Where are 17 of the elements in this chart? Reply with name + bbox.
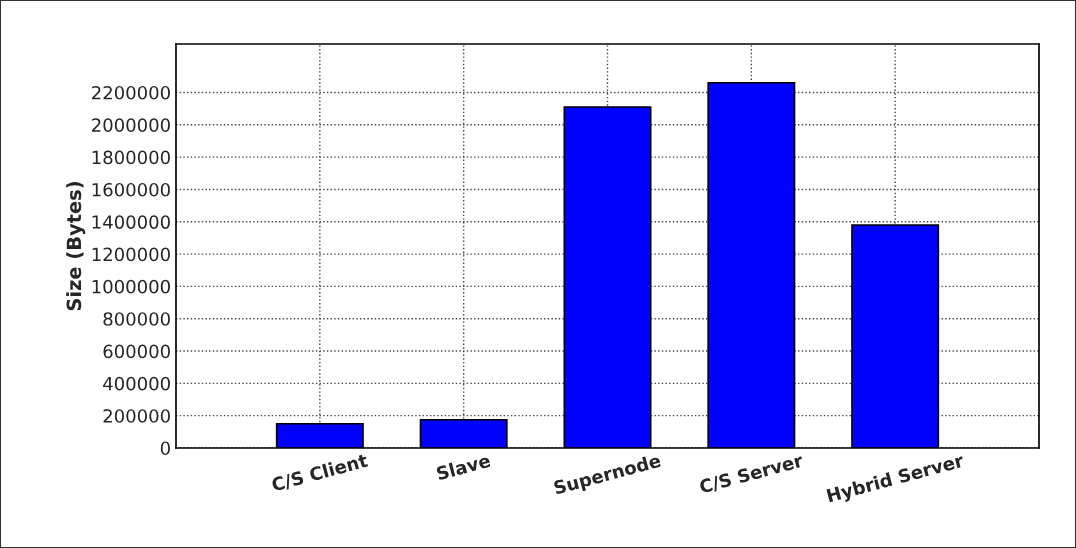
y-tick-label: 600000 (103, 344, 170, 359)
x-tick-label: Hybrid Server (826, 452, 966, 506)
y-tick-label: 2000000 (92, 118, 170, 132)
y-tick-label: 800000 (103, 312, 170, 326)
y-tick-label: 1200000 (92, 247, 170, 262)
y-tick-label: 1600000 (92, 182, 170, 197)
x-tick-label: C/S Client (270, 452, 369, 493)
y-tick-label: 400000 (103, 376, 170, 391)
y-tick-label: 2200000 (92, 85, 170, 100)
x-tick-label: C/S Server (698, 453, 805, 495)
y-tick-label: 1400000 (92, 215, 170, 229)
y-tick-label: 0 (160, 441, 170, 456)
x-tick-label: Slave (435, 453, 491, 481)
y-axis-title: Size (Bytes) (66, 182, 86, 311)
y-tick-label: 1800000 (92, 150, 170, 165)
y-tick-label: 1000000 (92, 279, 170, 294)
y-tick-label: 200000 (103, 409, 170, 423)
